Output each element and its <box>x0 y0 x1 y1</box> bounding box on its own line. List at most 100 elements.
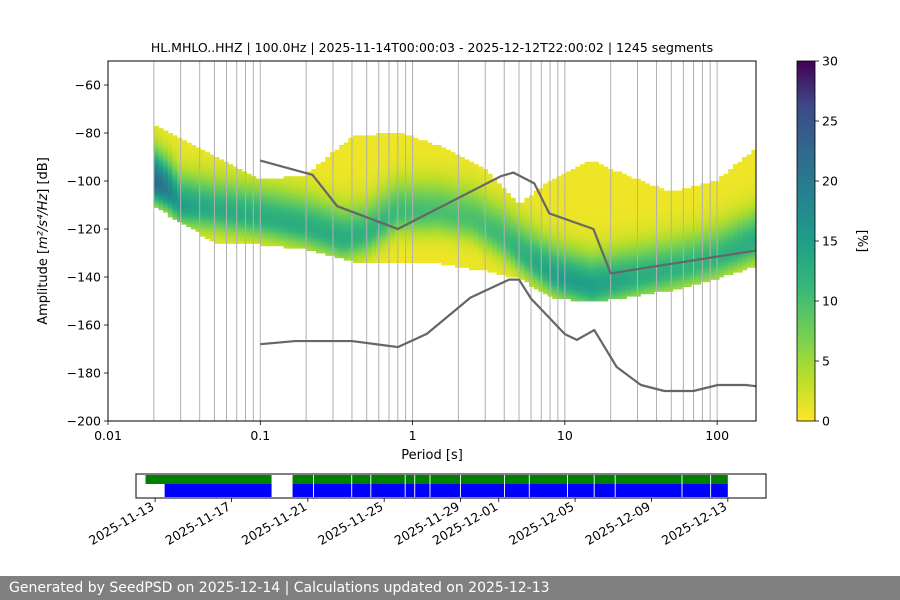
heatmap-cell <box>533 209 539 213</box>
heatmap-cell <box>561 219 567 223</box>
heatmap-cell <box>422 212 428 215</box>
heatmap-cell <box>246 207 252 211</box>
heatmap-cell <box>529 260 535 263</box>
heatmap-cell <box>593 279 600 283</box>
heatmap-cell <box>436 217 442 220</box>
heatmap-cell <box>612 207 618 211</box>
heatmap-cell <box>603 248 609 251</box>
heatmap-cell <box>524 253 530 256</box>
heatmap-cell <box>163 207 169 211</box>
heatmap-cell <box>390 250 396 254</box>
heatmap-cell <box>311 231 317 235</box>
heatmap-cell <box>505 195 512 199</box>
heatmap-cell <box>422 178 428 182</box>
heatmap-cell <box>209 214 215 218</box>
heatmap-cell <box>542 243 549 247</box>
heatmap-cell <box>552 207 558 211</box>
heatmap-cell <box>320 183 326 187</box>
heatmap-cell <box>348 164 354 167</box>
heatmap-cell <box>515 221 521 225</box>
heatmap-cell <box>487 265 493 268</box>
heatmap-cell <box>445 212 451 215</box>
heatmap-cell <box>672 219 678 223</box>
heatmap-cell <box>454 255 461 259</box>
heatmap-cell <box>209 221 215 225</box>
heatmap-cell <box>459 209 465 213</box>
heatmap-cell <box>380 137 387 141</box>
heatmap-cell <box>339 202 345 206</box>
heatmap-cell <box>427 195 433 199</box>
heatmap-cell <box>533 197 539 201</box>
heatmap-cell <box>491 260 498 263</box>
heatmap-cell <box>542 260 549 263</box>
heatmap-cell <box>408 207 414 211</box>
heatmap-cell <box>200 221 206 225</box>
heatmap-cell <box>403 236 410 239</box>
heatmap-cell <box>533 253 539 256</box>
heatmap-cell <box>158 154 164 158</box>
heatmap-cell <box>218 217 224 220</box>
heatmap-cell <box>260 214 266 218</box>
heatmap-cell <box>366 255 373 259</box>
heatmap-cell <box>672 202 678 206</box>
heatmap-cell <box>603 298 609 302</box>
heatmap-cell <box>681 197 688 201</box>
heatmap-cell <box>177 217 183 220</box>
heatmap-cell <box>519 205 525 208</box>
heatmap-cell <box>366 135 373 139</box>
heatmap-cell <box>598 205 604 208</box>
heatmap-cell <box>362 178 368 182</box>
heatmap-cell <box>579 176 586 179</box>
heatmap-cell <box>598 281 604 285</box>
heatmap-cell <box>436 209 442 213</box>
heatmap-cell <box>427 229 433 232</box>
heatmap-cell <box>686 245 692 249</box>
heatmap-cell <box>556 200 563 203</box>
heatmap-cell <box>241 217 248 220</box>
heatmap-cell <box>380 209 387 213</box>
heatmap-cell <box>686 202 692 206</box>
heatmap-cell <box>348 197 354 201</box>
heatmap-cell <box>241 183 248 187</box>
heatmap-cell <box>603 221 609 225</box>
heatmap-cell <box>246 217 252 220</box>
heatmap-cell <box>593 195 600 199</box>
heatmap-cell <box>172 207 178 211</box>
heatmap-cell <box>413 166 419 170</box>
heatmap-cell <box>621 236 627 239</box>
heatmap-cell <box>413 245 419 249</box>
heatmap-cell <box>158 171 164 175</box>
heatmap-cell <box>566 262 572 266</box>
heatmap-cell <box>468 185 475 189</box>
heatmap-cell <box>677 248 683 251</box>
heatmap-cell <box>459 221 465 225</box>
heatmap-cell <box>408 183 414 187</box>
heatmap-cell <box>380 226 387 230</box>
heatmap-cell <box>371 236 377 239</box>
heatmap-cell <box>454 236 461 239</box>
heatmap-cell <box>385 137 391 141</box>
heatmap-cell <box>413 183 419 187</box>
heatmap-cell <box>584 272 590 275</box>
heatmap-cell <box>227 183 234 187</box>
heatmap-cell <box>468 161 475 165</box>
heatmap-cell <box>241 202 248 206</box>
heatmap-cell <box>459 241 465 244</box>
heatmap-cell <box>524 224 530 227</box>
heatmap-cell <box>278 202 285 206</box>
heatmap-cell <box>422 171 428 175</box>
heatmap-cell <box>510 212 516 215</box>
heatmap-cell <box>468 217 475 220</box>
heatmap-cell <box>459 233 465 237</box>
heatmap-cell <box>524 272 530 275</box>
heatmap-cell <box>380 219 387 223</box>
heatmap-cell <box>491 267 498 271</box>
heatmap-cell <box>302 229 308 232</box>
heatmap-cell <box>561 209 567 213</box>
heatmap-cell <box>371 245 377 249</box>
heatmap-cell <box>519 269 525 273</box>
heatmap-cell <box>163 169 169 172</box>
heatmap-cell <box>445 149 451 153</box>
heatmap-cell <box>473 267 479 271</box>
heatmap-cell <box>533 272 539 275</box>
